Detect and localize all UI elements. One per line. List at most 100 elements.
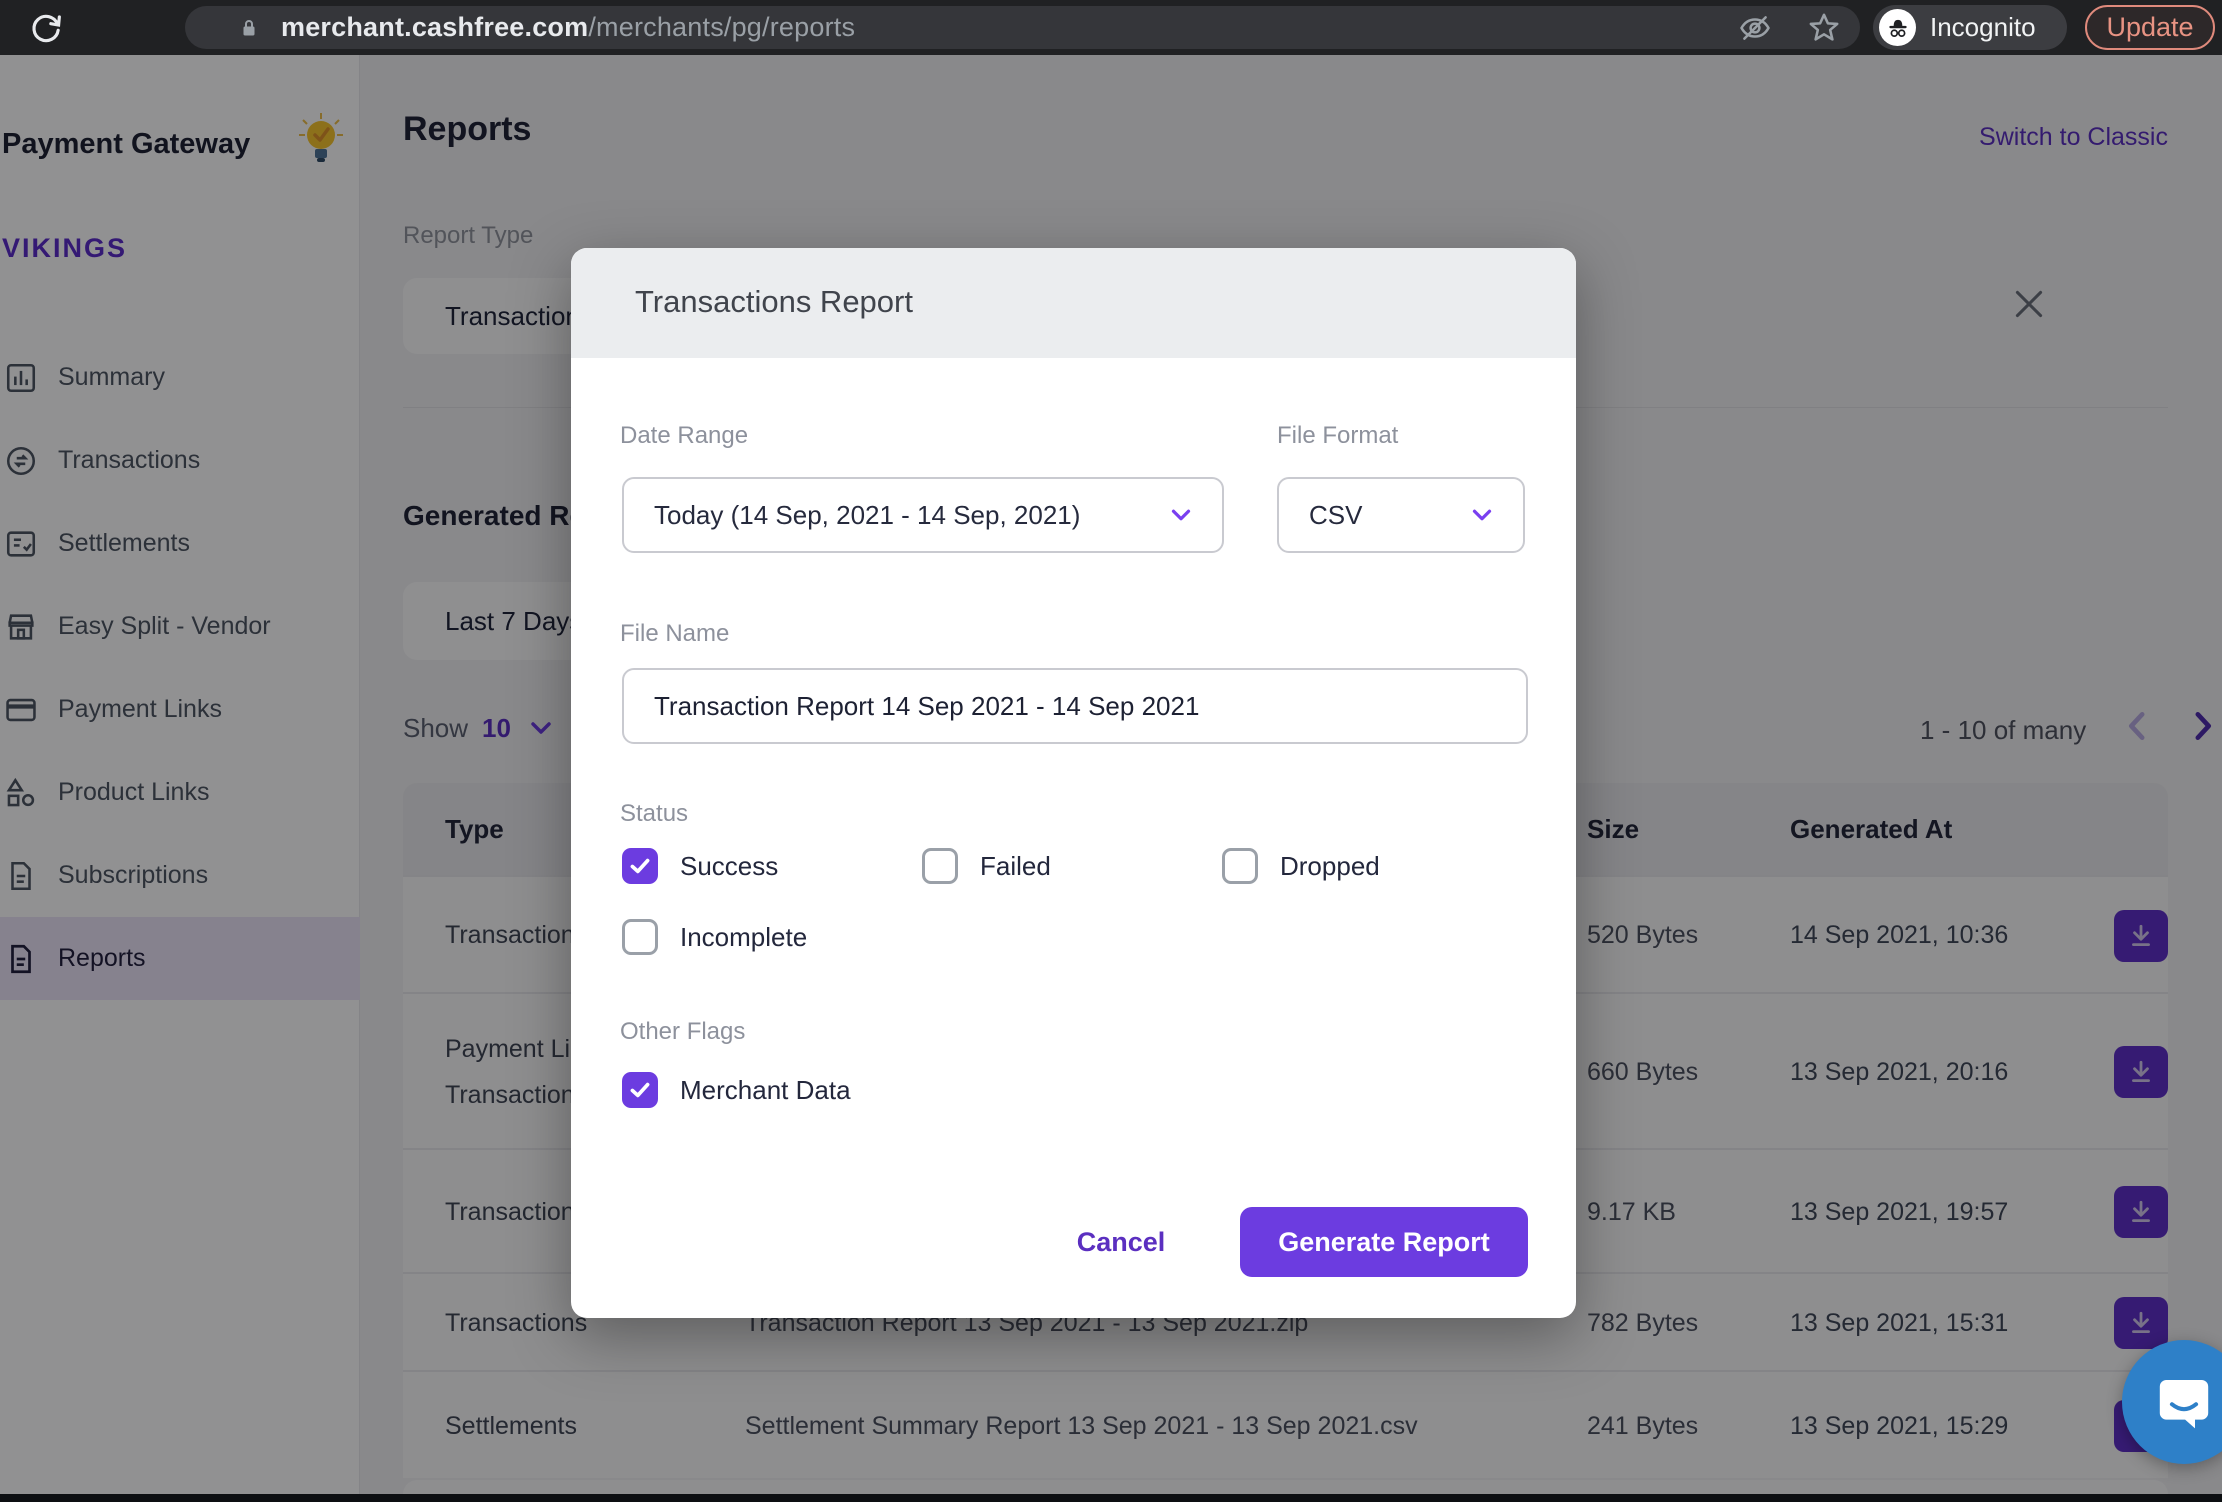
download-button[interactable] [2114,910,2168,962]
cell-generated-at: 13 Sep 2021, 15:31 [1790,1308,2009,1337]
checkbox-label: Dropped [1280,850,1380,881]
sidebar-item-summary[interactable]: Summary [0,336,360,419]
cell-size: 241 Bytes [1587,1411,1699,1440]
chevron-down-icon [1171,509,1191,521]
sidebar-item-easy-split-vendor[interactable]: Easy Split - Vendor [0,585,360,668]
file-format-value: CSV [1309,499,1363,530]
column-header-type: Type [445,813,504,844]
cell-generated-at: 13 Sep 2021, 20:16 [1790,1057,2009,1086]
sidebar-item-label: Easy Split - Vendor [58,612,271,640]
address-bar[interactable]: merchant.cashfree.com/merchants/pg/repor… [185,6,1860,49]
close-icon[interactable] [2011,286,2047,322]
file-format-label: File Format [1277,422,1399,449]
file-name-value: Transaction Report 14 Sep 2021 - 14 Sep … [654,690,1200,721]
file-name-input[interactable]: Transaction Report 14 Sep 2021 - 14 Sep … [622,668,1528,744]
cell-size: 9.17 KB [1587,1197,1676,1226]
incognito-icon [1879,9,1916,46]
sidebar-item-label: Reports [58,944,146,972]
cell-type: Transactions [445,1308,588,1337]
cell-generated-at: 14 Sep 2021, 10:36 [1790,921,2009,949]
date-range-label: Date Range [620,422,749,449]
product-title: Payment Gateway [2,128,251,160]
checkbox-label: Success [680,850,779,881]
sidebar-item-label: Subscriptions [58,861,209,889]
incognito-badge[interactable]: Incognito [1873,5,2067,50]
sidebar-item-settlements[interactable]: Settlements [0,502,360,585]
checkbox-unchecked-icon [622,919,658,955]
cell-generated-at: 13 Sep 2021, 15:29 [1790,1411,2009,1440]
chevron-left-icon[interactable] [2118,706,2158,746]
file-name-label: File Name [620,620,730,647]
show-per-page-dropdown[interactable]: Show 10 [403,706,557,750]
generate-report-button[interactable]: Generate Report [1240,1207,1528,1277]
browser-toolbar: merchant.cashfree.com/merchants/pg/repor… [0,0,2222,55]
url-path: /merchants/pg/reports [588,12,856,42]
shapes-icon [6,777,35,806]
sidebar-item-label: Settlements [58,529,191,557]
pagination-range: 1 - 10 of many [1920,714,2087,745]
chat-bubble-icon [2159,1380,2209,1429]
download-button[interactable] [2114,1046,2168,1098]
checkbox-failed[interactable]: Failed [922,848,1051,884]
status-label: Status [620,800,689,827]
checkbox-success[interactable]: Success [622,848,778,884]
checklist-icon [6,530,36,557]
cell-file-name: Settlement Summary Report 13 Sep 2021 - … [745,1411,1418,1440]
download-icon [2132,1060,2150,1083]
browser-update-button[interactable]: Update [2085,5,2215,50]
cell-size: 660 Bytes [1587,1057,1699,1086]
sidebar-item-reports[interactable]: Reports [0,917,360,1000]
cell-size: 520 Bytes [1587,921,1699,949]
checkbox-unchecked-icon [1222,848,1258,884]
checkbox-unchecked-icon [922,848,958,884]
lightbulb-icon[interactable] [296,111,346,178]
url-host: merchant.cashfree.com [281,12,589,42]
modal-title: Transactions Report [635,284,913,319]
bar-chart-icon [6,363,36,392]
file-format-dropdown[interactable]: CSV [1277,477,1525,553]
sidebar-item-label: Summary [58,363,165,391]
sidebar: Payment Gateway VIKINGS Summary Transact… [0,55,360,1502]
cell-size: 782 Bytes [1587,1308,1699,1337]
checkbox-label: Failed [980,850,1051,881]
reload-icon[interactable] [28,10,64,46]
document-icon [11,944,31,973]
date-filter-value: Last 7 Days [445,605,583,636]
column-header-size: Size [1587,813,1640,844]
credit-card-icon [6,698,36,721]
download-icon [2132,1200,2150,1223]
sidebar-nav: Summary Transactions Settlements Easy Sp… [0,336,360,1000]
download-button[interactable] [2114,1186,2168,1238]
checkbox-merchant-data[interactable]: Merchant Data [622,1072,851,1108]
bookmark-star-icon[interactable] [1806,10,1842,46]
chevron-down-icon [1472,509,1492,521]
cell-type: Settlements [445,1411,578,1440]
checkbox-checked-icon [622,848,658,884]
cancel-button[interactable]: Cancel [1076,1226,1166,1257]
eye-off-icon[interactable] [1738,11,1772,45]
switch-to-classic-link[interactable]: Switch to Classic [1979,123,2168,151]
sidebar-item-product-links[interactable]: Product Links [0,751,360,834]
download-button[interactable] [2114,1297,2168,1349]
chevron-right-icon[interactable] [2182,706,2222,746]
page-title: Reports [403,110,532,148]
cell-type: Transactions [445,921,588,949]
chevron-down-icon [531,722,551,734]
sidebar-item-transactions[interactable]: Transactions [0,419,360,502]
document-icon [11,861,31,890]
sidebar-item-subscriptions[interactable]: Subscriptions [0,834,360,917]
sidebar-item-payment-links[interactable]: Payment Links [0,668,360,751]
other-flags-label: Other Flags [620,1018,746,1045]
chat-launcher[interactable] [2122,1340,2222,1464]
sidebar-item-label: Product Links [58,778,210,806]
transactions-report-modal: Transactions Report Date Range Today (14… [571,248,2043,1318]
download-icon [2132,1311,2150,1334]
date-range-dropdown[interactable]: Today (14 Sep, 2021 - 14 Sep, 2021) [622,477,1224,553]
bottom-strip [0,1494,2222,1502]
table-row [403,1480,2168,1496]
checkbox-label: Merchant Data [680,1074,851,1105]
show-label: Show [403,712,469,743]
cell-type: Transactions [445,1197,588,1226]
checkbox-incomplete[interactable]: Incomplete [622,919,807,955]
checkbox-dropped[interactable]: Dropped [1222,848,1380,884]
